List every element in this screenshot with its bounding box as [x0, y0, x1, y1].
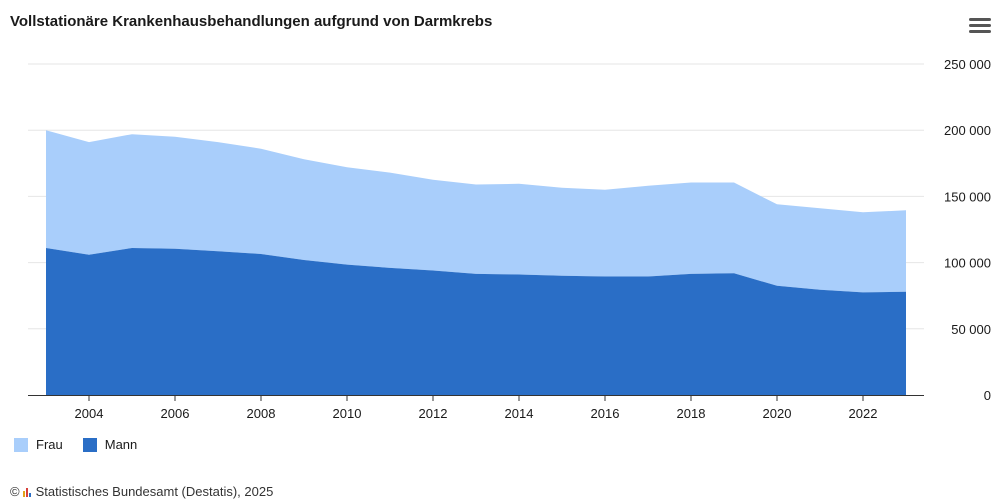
legend-label-mann: Mann: [104, 437, 138, 452]
x-tick-label: 2016: [591, 406, 620, 421]
legend-swatch-frau: [14, 437, 28, 452]
series-area-frau: [46, 130, 906, 293]
x-tick-label: 2004: [75, 406, 104, 421]
x-tick-label: 2020: [763, 406, 792, 421]
legend-item-frau[interactable]: Frau: [14, 437, 63, 452]
credit-line: © Statistisches Bundesamt (Destatis), 20…: [10, 484, 273, 499]
legend-item-mann[interactable]: Mann: [82, 437, 138, 452]
x-tick-label: 2018: [677, 406, 706, 421]
y-tick-label: 200 000: [944, 123, 991, 138]
y-tick-label: 100 000: [944, 256, 991, 271]
destatis-logo-icon: [22, 487, 32, 497]
y-tick-label: 0: [984, 388, 991, 403]
x-tick-label: 2010: [333, 406, 362, 421]
copyright-symbol: ©: [10, 484, 20, 499]
y-tick-label: 50 000: [951, 322, 991, 337]
legend-swatch-mann: [82, 437, 97, 452]
x-tick-label: 2014: [505, 406, 534, 421]
legend-label-frau: Frau: [36, 437, 63, 452]
x-tick-label: 2022: [849, 406, 878, 421]
x-tick-label: 2008: [247, 406, 276, 421]
y-tick-label: 150 000: [944, 189, 991, 204]
credit-text: Statistisches Bundesamt (Destatis), 2025: [35, 484, 274, 499]
chart-title: Vollstationäre Krankenhausbehandlungen a…: [10, 13, 493, 30]
x-tick-label: 2006: [161, 406, 190, 421]
series-area-mann: [46, 248, 906, 395]
x-tick-label: 2012: [419, 406, 448, 421]
chart-plot: 0 50 000 100 000 150 000 200 000 250 000 2004 2…: [28, 57, 991, 421]
hamburger-menu-icon[interactable]: [969, 18, 991, 36]
y-tick-label: 250 000: [944, 57, 991, 72]
legend: Frau Mann: [14, 437, 137, 452]
